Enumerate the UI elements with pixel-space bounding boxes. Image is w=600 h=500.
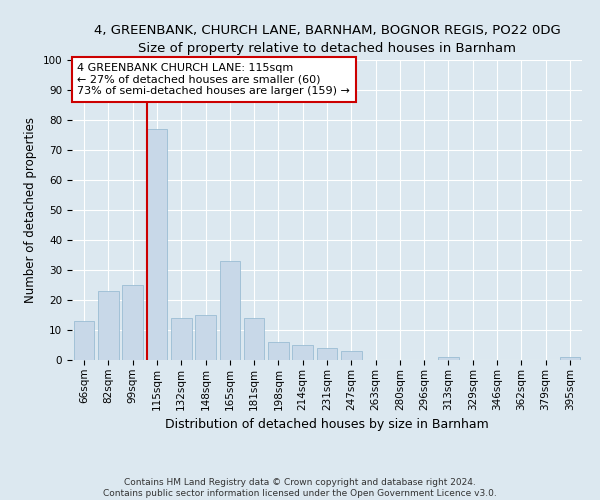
Bar — [74, 321, 94, 360]
Bar — [438, 357, 459, 360]
Bar — [146, 129, 167, 360]
Bar — [195, 315, 216, 360]
Text: Contains HM Land Registry data © Crown copyright and database right 2024.
Contai: Contains HM Land Registry data © Crown c… — [103, 478, 497, 498]
Bar — [268, 342, 289, 360]
Bar — [317, 348, 337, 360]
Bar — [244, 318, 265, 360]
Bar — [341, 351, 362, 360]
X-axis label: Distribution of detached houses by size in Barnham: Distribution of detached houses by size … — [165, 418, 489, 431]
Bar — [171, 318, 191, 360]
Y-axis label: Number of detached properties: Number of detached properties — [24, 117, 37, 303]
Bar — [98, 291, 119, 360]
Bar — [560, 357, 580, 360]
Bar — [292, 345, 313, 360]
Bar — [122, 285, 143, 360]
Bar — [220, 261, 240, 360]
Title: 4, GREENBANK, CHURCH LANE, BARNHAM, BOGNOR REGIS, PO22 0DG
Size of property rela: 4, GREENBANK, CHURCH LANE, BARNHAM, BOGN… — [94, 24, 560, 54]
Text: 4 GREENBANK CHURCH LANE: 115sqm
← 27% of detached houses are smaller (60)
73% of: 4 GREENBANK CHURCH LANE: 115sqm ← 27% of… — [77, 63, 350, 96]
